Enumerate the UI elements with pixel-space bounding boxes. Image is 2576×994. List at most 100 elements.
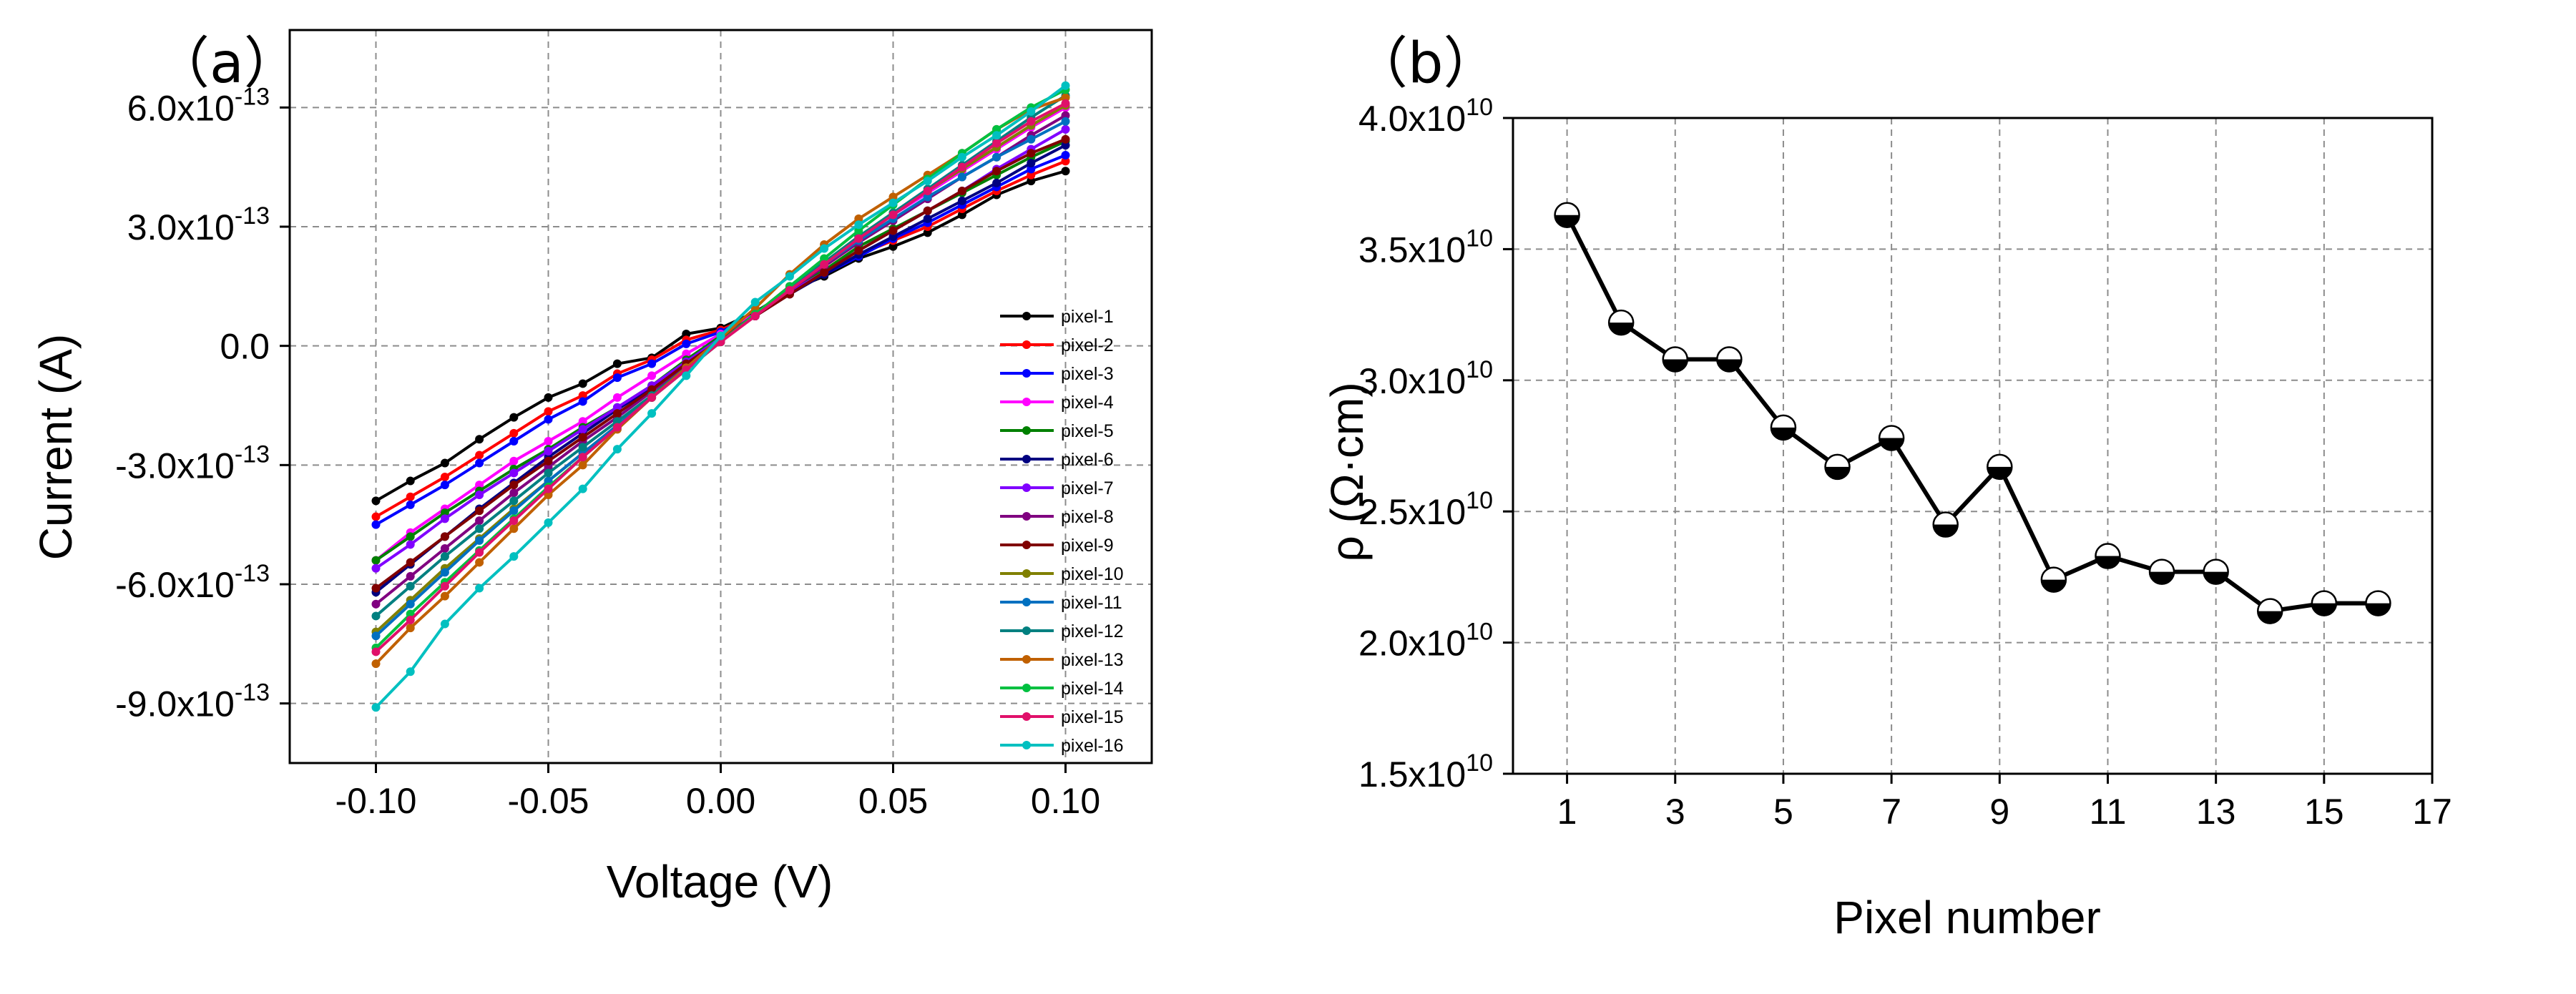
data-point — [475, 524, 484, 533]
data-point — [509, 413, 519, 422]
legend-item: pixel-12 — [1000, 621, 1124, 641]
data-point — [923, 177, 932, 186]
data-point — [406, 532, 415, 541]
legend-label: pixel-9 — [1061, 536, 1114, 556]
data-point — [785, 272, 794, 281]
data-point — [1061, 167, 1070, 176]
data-point — [1027, 149, 1036, 158]
data-point — [682, 339, 691, 348]
data-point — [992, 131, 1001, 140]
legend-item: pixel-3 — [1000, 364, 1114, 384]
data-point — [750, 312, 760, 320]
legend-swatch-marker — [1022, 541, 1031, 549]
data-point — [509, 468, 519, 478]
data-point — [647, 393, 657, 402]
data-point — [957, 196, 966, 205]
legend-swatch-marker — [1022, 655, 1031, 664]
data-point — [440, 481, 449, 490]
data-point — [475, 435, 484, 444]
data-point — [854, 234, 863, 243]
panel-b-series — [1554, 202, 2391, 624]
legend-label: pixel-1 — [1061, 307, 1114, 327]
data-point — [612, 409, 622, 418]
legend-swatch-marker — [1022, 398, 1031, 406]
legend-label: pixel-2 — [1061, 335, 1114, 355]
data-point — [406, 667, 415, 676]
legend-label: pixel-15 — [1061, 707, 1124, 727]
data-point — [371, 520, 381, 529]
legend-swatch-marker — [1022, 741, 1031, 749]
x-tick-label: 0.00 — [686, 781, 755, 821]
data-point — [992, 178, 1001, 187]
legend-item: pixel-16 — [1000, 736, 1124, 756]
y-tick-label: -3.0x10-13 — [115, 441, 270, 486]
data-point — [1061, 157, 1070, 166]
data-point — [1027, 177, 1036, 186]
y-tick-label: 2.0x1010 — [1358, 619, 1493, 664]
data-point — [440, 552, 449, 561]
legend-swatch-marker — [1022, 369, 1031, 378]
data-point — [957, 210, 966, 220]
data-point — [612, 373, 622, 383]
y-tick-label: 1.5x1010 — [1358, 749, 1493, 794]
y-tick-label: 6.0x10-13 — [127, 83, 270, 128]
y-tick-label: 3.0x1010 — [1358, 356, 1493, 401]
y-tick-label: 3.5x1010 — [1358, 225, 1493, 270]
x-tick-label: 0.05 — [858, 781, 928, 821]
panel-a-series — [371, 81, 1070, 712]
data-point — [509, 524, 519, 533]
legend-item: pixel-5 — [1000, 421, 1114, 441]
data-point — [923, 206, 932, 215]
data-point — [440, 619, 449, 629]
panel-b-y-axis-title: ρ (Ω·cm) — [1321, 382, 1373, 561]
legend-label: pixel-7 — [1061, 478, 1114, 498]
data-point — [2311, 590, 2338, 616]
data-point — [578, 379, 587, 388]
legend-label: pixel-14 — [1061, 679, 1124, 699]
data-point — [406, 624, 415, 633]
data-point — [509, 481, 519, 490]
data-point — [1554, 202, 1580, 228]
data-point — [371, 703, 381, 712]
data-point — [475, 491, 484, 499]
data-point — [371, 631, 381, 641]
data-point — [509, 428, 519, 438]
data-point — [1716, 346, 1743, 373]
data-point — [957, 187, 966, 195]
data-point — [544, 446, 553, 456]
legend-item: pixel-9 — [1000, 536, 1114, 556]
data-point — [509, 456, 519, 466]
legend-swatch-marker — [1022, 455, 1031, 463]
data-point — [1061, 124, 1070, 134]
y-tick-label: -6.0x10-13 — [115, 560, 270, 605]
data-point — [1027, 117, 1036, 126]
data-point — [371, 556, 381, 565]
legend-item: pixel-10 — [1000, 564, 1124, 584]
data-point — [371, 611, 381, 621]
data-point — [578, 397, 587, 406]
data-point — [440, 514, 449, 523]
panel-b-plot-frame — [1512, 117, 2434, 775]
data-point — [578, 425, 587, 434]
data-point — [406, 616, 415, 624]
data-point — [475, 451, 484, 460]
data-point — [578, 443, 587, 452]
series-line-resistivity — [1564, 214, 2379, 614]
data-point — [1987, 453, 2013, 481]
data-point — [509, 488, 519, 498]
legend-label: pixel-11 — [1061, 593, 1122, 613]
data-point — [957, 162, 966, 172]
data-point — [2040, 566, 2067, 593]
data-point — [1770, 414, 1797, 441]
legend-swatch-marker — [1022, 426, 1031, 435]
legend-label: pixel-6 — [1061, 450, 1114, 470]
data-point — [1932, 511, 1959, 538]
data-point — [1824, 453, 1851, 481]
legend-swatch-marker — [1022, 684, 1031, 692]
data-point — [475, 584, 484, 593]
data-point — [854, 246, 863, 255]
data-point — [888, 210, 898, 220]
tick-exponent: -13 — [235, 83, 270, 110]
legend-item: pixel-2 — [1000, 335, 1114, 355]
data-point — [475, 506, 484, 516]
